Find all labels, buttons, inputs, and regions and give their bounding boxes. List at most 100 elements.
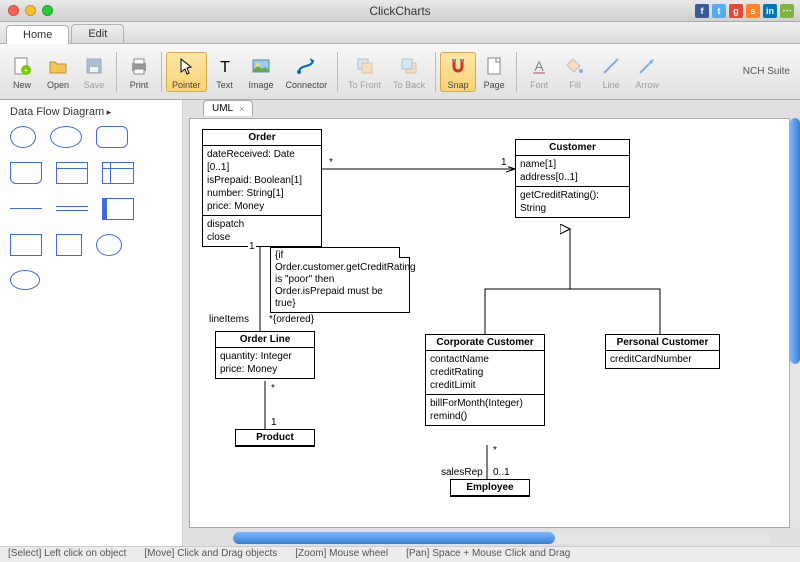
workspace: Data Flow Diagram UML × OrderdateReceive… — [0, 100, 800, 546]
text-button[interactable]: TText — [207, 52, 243, 92]
uml-class-personal[interactable]: Personal CustomercreditCardNumber — [605, 334, 720, 369]
social-icon[interactable]: f — [695, 4, 709, 18]
shape-card[interactable] — [56, 162, 88, 184]
status-hint: [Pan] Space + Mouse Click and Drag — [406, 548, 570, 561]
horizontal-scrollbar[interactable] — [233, 532, 770, 544]
shape-line[interactable] — [10, 208, 42, 209]
shape-note[interactable] — [102, 198, 134, 220]
uml-class-name: Personal Customer — [606, 335, 719, 351]
status-hint: [Select] Left click on object — [8, 548, 126, 561]
status-bar: [Select] Left click on object [Move] Clic… — [0, 546, 800, 562]
uml-section: name[1] address[0..1] — [516, 156, 629, 187]
edge-label: * — [270, 383, 276, 394]
status-hint: [Zoom] Mouse wheel — [295, 548, 388, 561]
connector-icon — [294, 54, 318, 78]
edge-label: lineItems — [208, 314, 250, 325]
uml-note[interactable]: {if Order.customer.getCreditRating is "p… — [270, 247, 410, 313]
uml-class-corp[interactable]: Corporate CustomercontactName creditRati… — [425, 334, 545, 426]
front-icon — [353, 54, 377, 78]
zoom-window-button[interactable] — [42, 5, 53, 16]
uml-section: dispatch close — [203, 216, 321, 246]
vertical-scrollbar[interactable] — [790, 118, 800, 528]
edge-label: *{ordered} — [268, 314, 315, 325]
social-icon[interactable]: t — [712, 4, 726, 18]
canvas[interactable]: OrderdateReceived: Date [0..1] isPrepaid… — [189, 118, 790, 528]
status-hint: [Move] Click and Drag objects — [144, 548, 277, 561]
tab-edit[interactable]: Edit — [71, 24, 124, 43]
uml-class-name: Product — [236, 430, 314, 446]
edge-label: 1 — [500, 157, 508, 168]
uml-class-name: Employee — [451, 480, 529, 496]
minimize-window-button[interactable] — [25, 5, 36, 16]
uml-class-employee[interactable]: Employee — [450, 479, 530, 497]
shape-rounded-rect[interactable] — [96, 126, 128, 148]
line-icon — [599, 54, 623, 78]
social-icon[interactable]: in — [763, 4, 777, 18]
sidebar-category[interactable]: Data Flow Diagram — [10, 106, 172, 118]
shape-ellipse-2[interactable] — [10, 270, 40, 290]
line-button: Line — [593, 52, 629, 92]
save-icon — [82, 54, 106, 78]
open-button[interactable]: Open — [40, 52, 76, 92]
print-button[interactable]: Print — [121, 52, 157, 92]
shape-square[interactable] — [56, 234, 82, 256]
nch-suite-link[interactable]: NCH Suite — [743, 66, 790, 77]
tab-home[interactable]: Home — [6, 25, 69, 44]
to-back-button: To Back — [387, 52, 431, 92]
shape-table[interactable] — [102, 162, 134, 184]
close-window-button[interactable] — [8, 5, 19, 16]
svg-text:A: A — [534, 58, 544, 74]
titlebar: ClickCharts ftgsin⋯ — [0, 0, 800, 22]
pointer-button[interactable]: Pointer — [166, 52, 207, 92]
edge-label: * — [328, 157, 334, 168]
edge-label: salesRep — [440, 467, 484, 478]
text-icon: T — [213, 54, 237, 78]
to-front-button: To Front — [342, 52, 387, 92]
uml-class-customer[interactable]: Customername[1] address[0..1]getCreditRa… — [515, 139, 630, 218]
pointer-icon — [174, 54, 198, 78]
uml-section: creditCardNumber — [606, 351, 719, 368]
social-icon[interactable]: s — [746, 4, 760, 18]
document-tab[interactable]: UML × — [203, 100, 253, 116]
uml-class-order[interactable]: OrderdateReceived: Date [0..1] isPrepaid… — [202, 129, 322, 247]
image-button[interactable]: Image — [243, 52, 280, 92]
close-tab-icon[interactable]: × — [239, 104, 244, 114]
new-button[interactable]: +New — [4, 52, 40, 92]
fill-icon — [563, 54, 587, 78]
shape-rect[interactable] — [10, 234, 42, 256]
snap-icon — [446, 54, 470, 78]
new-icon: + — [10, 54, 34, 78]
open-icon — [46, 54, 70, 78]
uml-section: quantity: Integer price: Money — [216, 348, 314, 378]
uml-class-name: Corporate Customer — [426, 335, 544, 351]
social-icon[interactable]: g — [729, 4, 743, 18]
social-icon[interactable]: ⋯ — [780, 4, 794, 18]
uml-section: billForMonth(Integer) remind() — [426, 395, 544, 425]
document-tab-label: UML — [212, 103, 233, 114]
social-links: ftgsin⋯ — [695, 4, 794, 18]
uml-class-name: Order — [203, 130, 321, 146]
shape-circle[interactable] — [10, 126, 36, 148]
uml-class-orderline[interactable]: Order Linequantity: Integer price: Money — [215, 331, 315, 379]
arrow-button: Arrow — [629, 52, 665, 92]
fill-button: Fill — [557, 52, 593, 92]
edge-label: 1 — [270, 417, 278, 428]
shape-container[interactable] — [10, 162, 42, 184]
uml-class-name: Order Line — [216, 332, 314, 348]
back-icon — [397, 54, 421, 78]
image-icon — [249, 54, 273, 78]
shape-double-line[interactable] — [56, 206, 88, 211]
shape-ellipse[interactable] — [50, 126, 82, 148]
shapes-sidebar: Data Flow Diagram — [0, 100, 183, 546]
snap-button[interactable]: Snap — [440, 52, 476, 92]
window-controls — [8, 5, 53, 16]
uml-section: getCreditRating(): String — [516, 187, 629, 217]
page-button[interactable]: Page — [476, 52, 512, 92]
uml-section: contactName creditRating creditLimit — [426, 351, 544, 395]
save-button: Save — [76, 52, 112, 92]
connector-button[interactable]: Connector — [280, 52, 334, 92]
uml-class-product[interactable]: Product — [235, 429, 315, 447]
shape-oval[interactable] — [96, 234, 122, 256]
print-icon — [127, 54, 151, 78]
font-icon: A — [527, 54, 551, 78]
